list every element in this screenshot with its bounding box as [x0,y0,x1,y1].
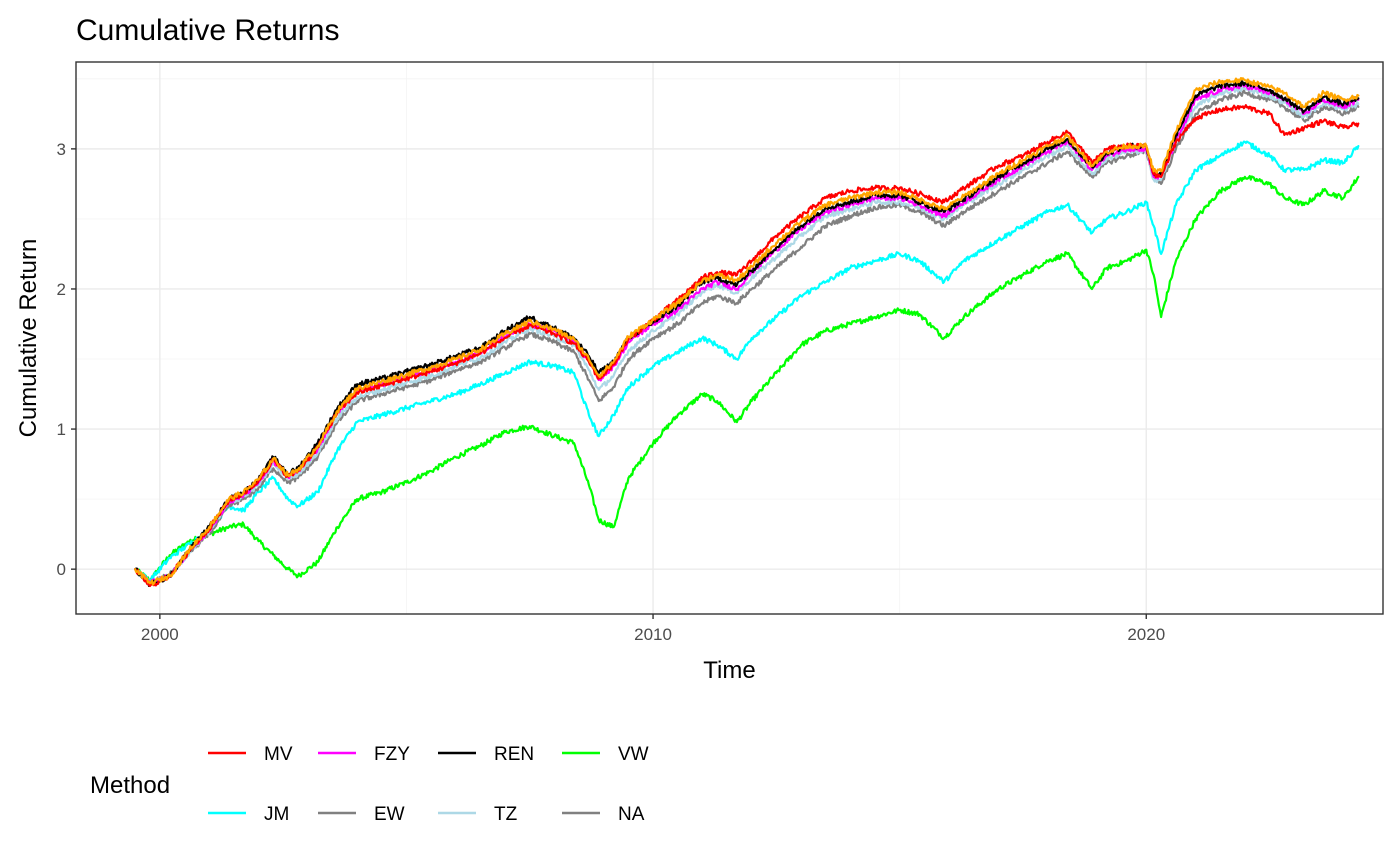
series-line-0 [134,175,1360,583]
legend-label-vw: VW [618,744,649,765]
legend-item-mv: MV [208,744,293,765]
y-tick-label: 1 [57,420,66,439]
x-tick-label: 2000 [141,625,179,644]
minor-grid [76,62,1383,614]
series-line-3 [134,85,1360,585]
legend-label-ew: EW [374,804,405,825]
legend-label-jm: JM [264,804,289,825]
legend: Method MV FZY REN VW JM EW TZ NA [90,744,649,825]
x-axis: 2000 2010 2020 [141,614,1165,644]
chart-title: Cumulative Returns [76,14,339,47]
legend-label-fzy: FZY [374,744,410,765]
legend-item-jm: JM [208,804,289,825]
legend-label-ren: REN [494,744,534,765]
legend-item-fzy: FZY [318,744,410,765]
x-tick-label: 2010 [634,625,672,644]
legend-item-ren: REN [438,744,534,765]
legend-title: Method [90,772,170,799]
y-tick-label: 2 [57,280,66,299]
legend-label-na: NA [618,804,645,825]
legend-label-mv: MV [264,744,293,765]
y-tick-label: 3 [57,140,66,159]
x-axis-title: Time [703,657,755,684]
plot-panel-border [75,61,1384,615]
legend-item-ew: EW [318,804,405,825]
plot-panel-background [76,62,1383,614]
x-tick-label: 2020 [1127,625,1165,644]
legend-item-na: NA [562,804,645,825]
legend-label-tz: TZ [494,804,518,825]
plot-panel [76,62,1383,614]
legend-items: MV FZY REN VW JM EW TZ NA [208,744,649,825]
y-axis-title: Cumulative Return [15,239,42,438]
series-line-7 [134,77,1360,586]
series-layer [134,77,1360,588]
legend-item-vw: VW [562,744,649,765]
legend-item-tz: TZ [438,804,518,825]
series-line-1 [134,140,1360,583]
y-tick-label: 0 [57,560,66,579]
y-axis: 0 1 2 3 [57,140,76,579]
